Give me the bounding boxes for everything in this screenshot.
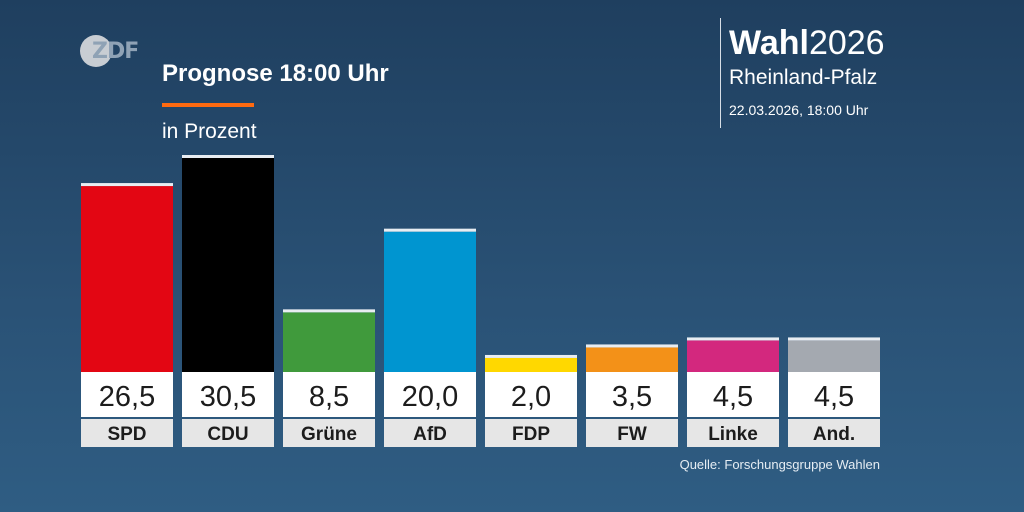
bar-top-edge-grne	[283, 309, 375, 313]
category-label-cdu: CDU	[207, 424, 248, 445]
zdf-logo-text: ZDF	[92, 39, 139, 64]
value-label-linke: 4,5	[713, 381, 753, 413]
value-box-spd	[81, 372, 173, 417]
value-box-linke	[687, 372, 779, 417]
brand-divider	[720, 18, 721, 128]
value-label-fw: 3,5	[612, 381, 652, 413]
brand-year: 2026	[808, 24, 885, 62]
value-box-fdp	[485, 372, 577, 417]
bar-grne	[283, 312, 375, 372]
chart-title: Prognose 18:00 Uhr	[162, 60, 389, 87]
source-note: Quelle: Forschungsgruppe Wahlen	[679, 457, 880, 472]
category-label-spd: SPD	[107, 424, 146, 445]
value-box-cdu	[182, 372, 274, 417]
category-label-fw: FW	[617, 424, 647, 445]
value-box-afd	[384, 372, 476, 417]
category-box-afd	[384, 419, 476, 447]
bar-top-edge-linke	[687, 337, 779, 341]
bar-and	[788, 340, 880, 372]
category-label-afd: AfD	[413, 424, 447, 445]
value-box-and	[788, 372, 880, 417]
bar-top-edge-spd	[81, 183, 173, 187]
bar-top-edge-fdp	[485, 354, 577, 358]
election-brand: Wahl2026	[729, 24, 885, 63]
bar-top-edge-fw	[586, 344, 678, 348]
value-box-fw	[586, 372, 678, 417]
title-underline	[162, 103, 254, 107]
value-box-grne	[283, 372, 375, 417]
bar-linke	[687, 340, 779, 372]
bar-afd	[384, 231, 476, 372]
value-label-afd: 20,0	[402, 381, 458, 413]
chart-subtitle: in Prozent	[162, 120, 257, 143]
value-label-grne: 8,5	[309, 381, 349, 413]
value-label-cdu: 30,5	[200, 381, 256, 413]
region-name: Rheinland-Pfalz	[729, 66, 878, 89]
bar-top-edge-and	[788, 337, 880, 341]
category-label-linke: Linke	[708, 424, 758, 445]
value-label-fdp: 2,0	[511, 381, 551, 413]
category-label-fdp: FDP	[512, 424, 550, 445]
value-label-and: 4,5	[814, 381, 854, 413]
bar-fdp	[485, 357, 577, 372]
value-label-spd: 26,5	[99, 381, 155, 413]
brand-wahl: Wahl	[729, 24, 809, 62]
bar-fw	[586, 347, 678, 372]
zdf-logo: ZDF	[80, 35, 140, 67]
category-box-and	[788, 419, 880, 447]
bar-spd	[81, 186, 173, 372]
zdf-logo-circle-icon	[80, 35, 112, 67]
category-label-and: And.	[813, 424, 855, 445]
category-box-grne	[283, 419, 375, 447]
category-box-linke	[687, 419, 779, 447]
category-box-fdp	[485, 419, 577, 447]
election-date: 22.03.2026, 18:00 Uhr	[729, 102, 869, 118]
bar-cdu	[182, 158, 274, 372]
category-label-grne: Grüne	[301, 424, 357, 445]
category-box-spd	[81, 419, 173, 447]
bar-top-edge-afd	[384, 228, 476, 232]
category-box-cdu	[182, 419, 274, 447]
bar-top-edge-cdu	[182, 155, 274, 158]
category-box-fw	[586, 419, 678, 447]
